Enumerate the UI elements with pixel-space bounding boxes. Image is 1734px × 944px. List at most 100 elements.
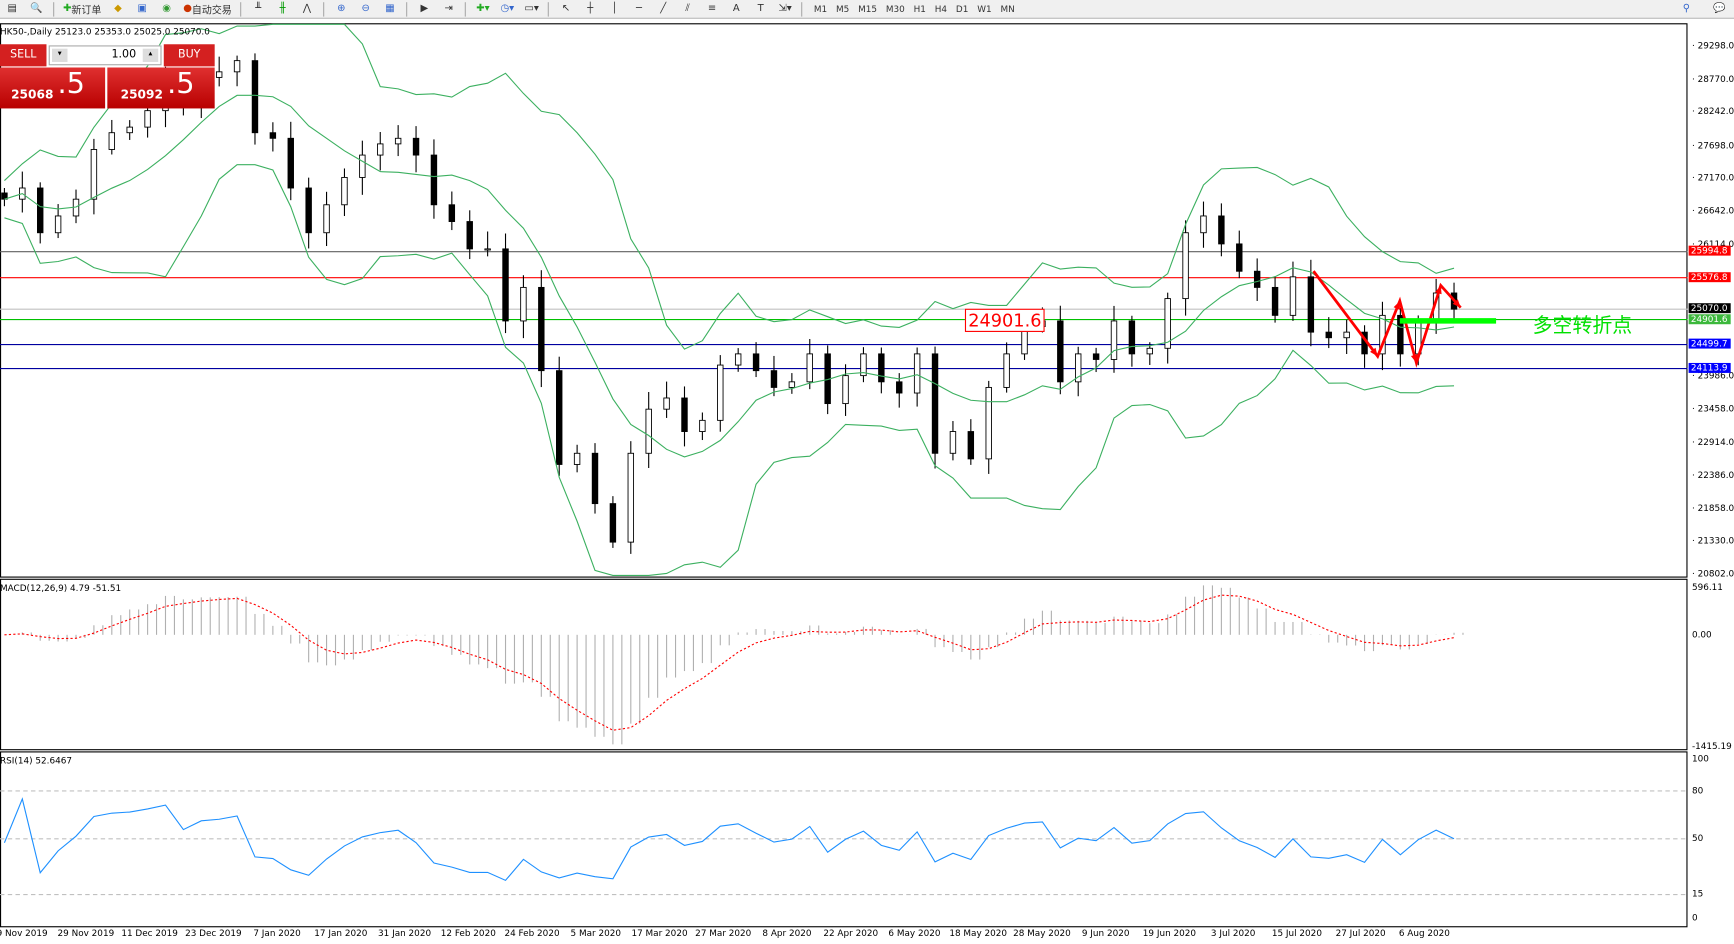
candlestick-icon[interactable]: ╫ [279, 3, 286, 15]
sell-price[interactable]: 25068.5 [0, 67, 106, 109]
zoom-out-icon[interactable]: ⊖ [361, 3, 370, 15]
candle-body [591, 452, 599, 505]
auto-trading-label: 自动交易 [191, 4, 232, 17]
timeframe-h1[interactable]: H1 [913, 3, 926, 14]
crosshair-icon[interactable]: ┼ [587, 3, 594, 15]
date-tick: 23 Dec 2019 [185, 928, 242, 939]
market-watch-icon[interactable]: ◆ [114, 3, 122, 15]
navigator-icon[interactable]: ▣ [137, 3, 147, 15]
sell-price-main: 25068 [11, 87, 54, 102]
zoom-window-icon[interactable]: 🔍 [30, 3, 43, 15]
timeframe-mn[interactable]: MN [1000, 3, 1015, 14]
candle-body [949, 431, 957, 454]
bollinger-upper [4, 23, 1455, 350]
macd-panel[interactable] [0, 578, 1688, 751]
candle-body [538, 286, 545, 372]
cursor-icon[interactable]: ↖ [561, 3, 571, 15]
candle-body [1074, 353, 1082, 383]
candle-body [1092, 353, 1100, 360]
trendline-icon[interactable]: ╱ [660, 3, 667, 15]
periods-icon[interactable]: ◷▾ [500, 3, 515, 15]
date-tick: 8 Apr 2020 [762, 928, 812, 939]
text-label-icon[interactable]: T [757, 3, 764, 15]
search-icon[interactable]: ⚲ [1682, 3, 1691, 15]
candle-body [377, 143, 384, 156]
date-tick: 17 Jan 2020 [314, 928, 368, 939]
one-click-trading: SELL ▾ 1.00 ▴ BUY 25068.5 25092.5 [0, 44, 215, 109]
signal-icon[interactable]: ◉ [162, 3, 171, 15]
templates-icon[interactable]: ▭▾ [524, 3, 539, 15]
volume-field[interactable]: ▾ 1.00 ▴ [48, 45, 162, 66]
indicators-icon[interactable]: ✚▾ [476, 3, 490, 15]
timeframe-h4[interactable]: H4 [934, 3, 948, 14]
price-chart[interactable] [0, 23, 1688, 578]
new-chart-icon[interactable]: ▤ [7, 3, 17, 15]
timeframe-d1[interactable]: D1 [955, 3, 969, 14]
timeframe-m15[interactable]: M15 [858, 3, 877, 14]
date-tick: 6 May 2020 [888, 928, 941, 939]
price-tick: · 28770.0 [1691, 73, 1734, 84]
candle-body [54, 215, 62, 234]
candle-body [1057, 320, 1064, 383]
rsi-tick: 0 [1691, 912, 1698, 923]
date-tick: 27 Jul 2020 [1335, 928, 1386, 939]
fibonacci-icon[interactable]: ≡ [707, 3, 717, 15]
rsi-tick: 100 [1691, 753, 1709, 764]
rsi-tick: 80 [1691, 785, 1704, 796]
price-tick: · 21858.0 [1691, 503, 1734, 514]
vertical-line-icon[interactable]: │ [611, 3, 618, 15]
bar-chart-icon[interactable]: ╨ [255, 3, 262, 15]
timeframe-m1[interactable]: M1 [813, 3, 828, 14]
date-tick: 28 May 2020 [1013, 928, 1071, 939]
text-icon[interactable]: A [732, 3, 740, 15]
line-chart-icon[interactable]: ⋀ [302, 3, 312, 15]
price-axis: · 29298.0 · 28770.0 · 28242.0 · 27698.0 · 27… [1688, 0, 1734, 944]
buy-button[interactable]: BUY [163, 44, 215, 67]
date-tick: 22 Apr 2020 [823, 928, 879, 939]
channel-icon[interactable]: ⫽ [685, 3, 690, 15]
candle-body [1003, 353, 1010, 388]
price-tick: · 20802.0 [1691, 568, 1734, 579]
candle-body [573, 452, 581, 465]
chat-icon[interactable]: 💬 [1713, 3, 1726, 15]
arrows-icon[interactable]: ⇲▾ [778, 3, 792, 15]
timeframe-m5[interactable]: M5 [835, 3, 850, 14]
volume-value: 1.00 [111, 48, 137, 61]
candle-body [287, 137, 294, 189]
volume-up-icon[interactable]: ▴ [142, 48, 159, 62]
auto-trading-button[interactable]: ● 自动交易 [181, 1, 234, 16]
candle-body [663, 397, 670, 410]
annotation-price-box: 24901.6 [964, 308, 1045, 332]
divider [323, 1, 325, 17]
volume-down-icon[interactable]: ▾ [52, 48, 68, 62]
date-tick: 7 Jan 2020 [253, 928, 301, 939]
date-tick: 11 Dec 2019 [121, 928, 178, 939]
timeframe-m30[interactable]: M30 [885, 3, 905, 14]
candle-body [609, 503, 617, 543]
chart-shift-icon[interactable]: ⇥ [444, 3, 453, 15]
candle-body [842, 375, 849, 405]
horizontal-line-icon[interactable]: ─ [635, 3, 642, 15]
candle-body [717, 364, 724, 421]
price-tick: · 23986.0 [1691, 370, 1734, 381]
rsi-tick: 15 [1691, 889, 1704, 899]
candle-body [90, 149, 98, 200]
date-tick: 9 Jun 2020 [1081, 928, 1130, 939]
zoom-in-icon[interactable]: ⊕ [337, 3, 346, 15]
candle-body [1307, 276, 1315, 333]
new-order-button[interactable]: ✚ 新订单 [61, 1, 104, 16]
price-tick: · 28242.0 [1691, 106, 1734, 117]
candle-body [251, 60, 259, 134]
candle-body [752, 353, 760, 372]
auto-scroll-icon[interactable]: ▶ [420, 3, 429, 15]
timeframe-w1[interactable]: W1 [977, 3, 992, 14]
sell-button[interactable]: SELL [0, 44, 47, 67]
candle-body [37, 187, 44, 234]
candle-body [430, 154, 438, 206]
buy-price[interactable]: 25092 .5 [107, 67, 215, 109]
date-tick: 31 Jan 2020 [378, 928, 432, 939]
tile-windows-icon[interactable]: ▦ [385, 3, 395, 15]
date-tick: 12 Feb 2020 [440, 928, 496, 939]
candle-body [341, 176, 348, 206]
price-tick: · 26642.0 [1691, 205, 1734, 216]
